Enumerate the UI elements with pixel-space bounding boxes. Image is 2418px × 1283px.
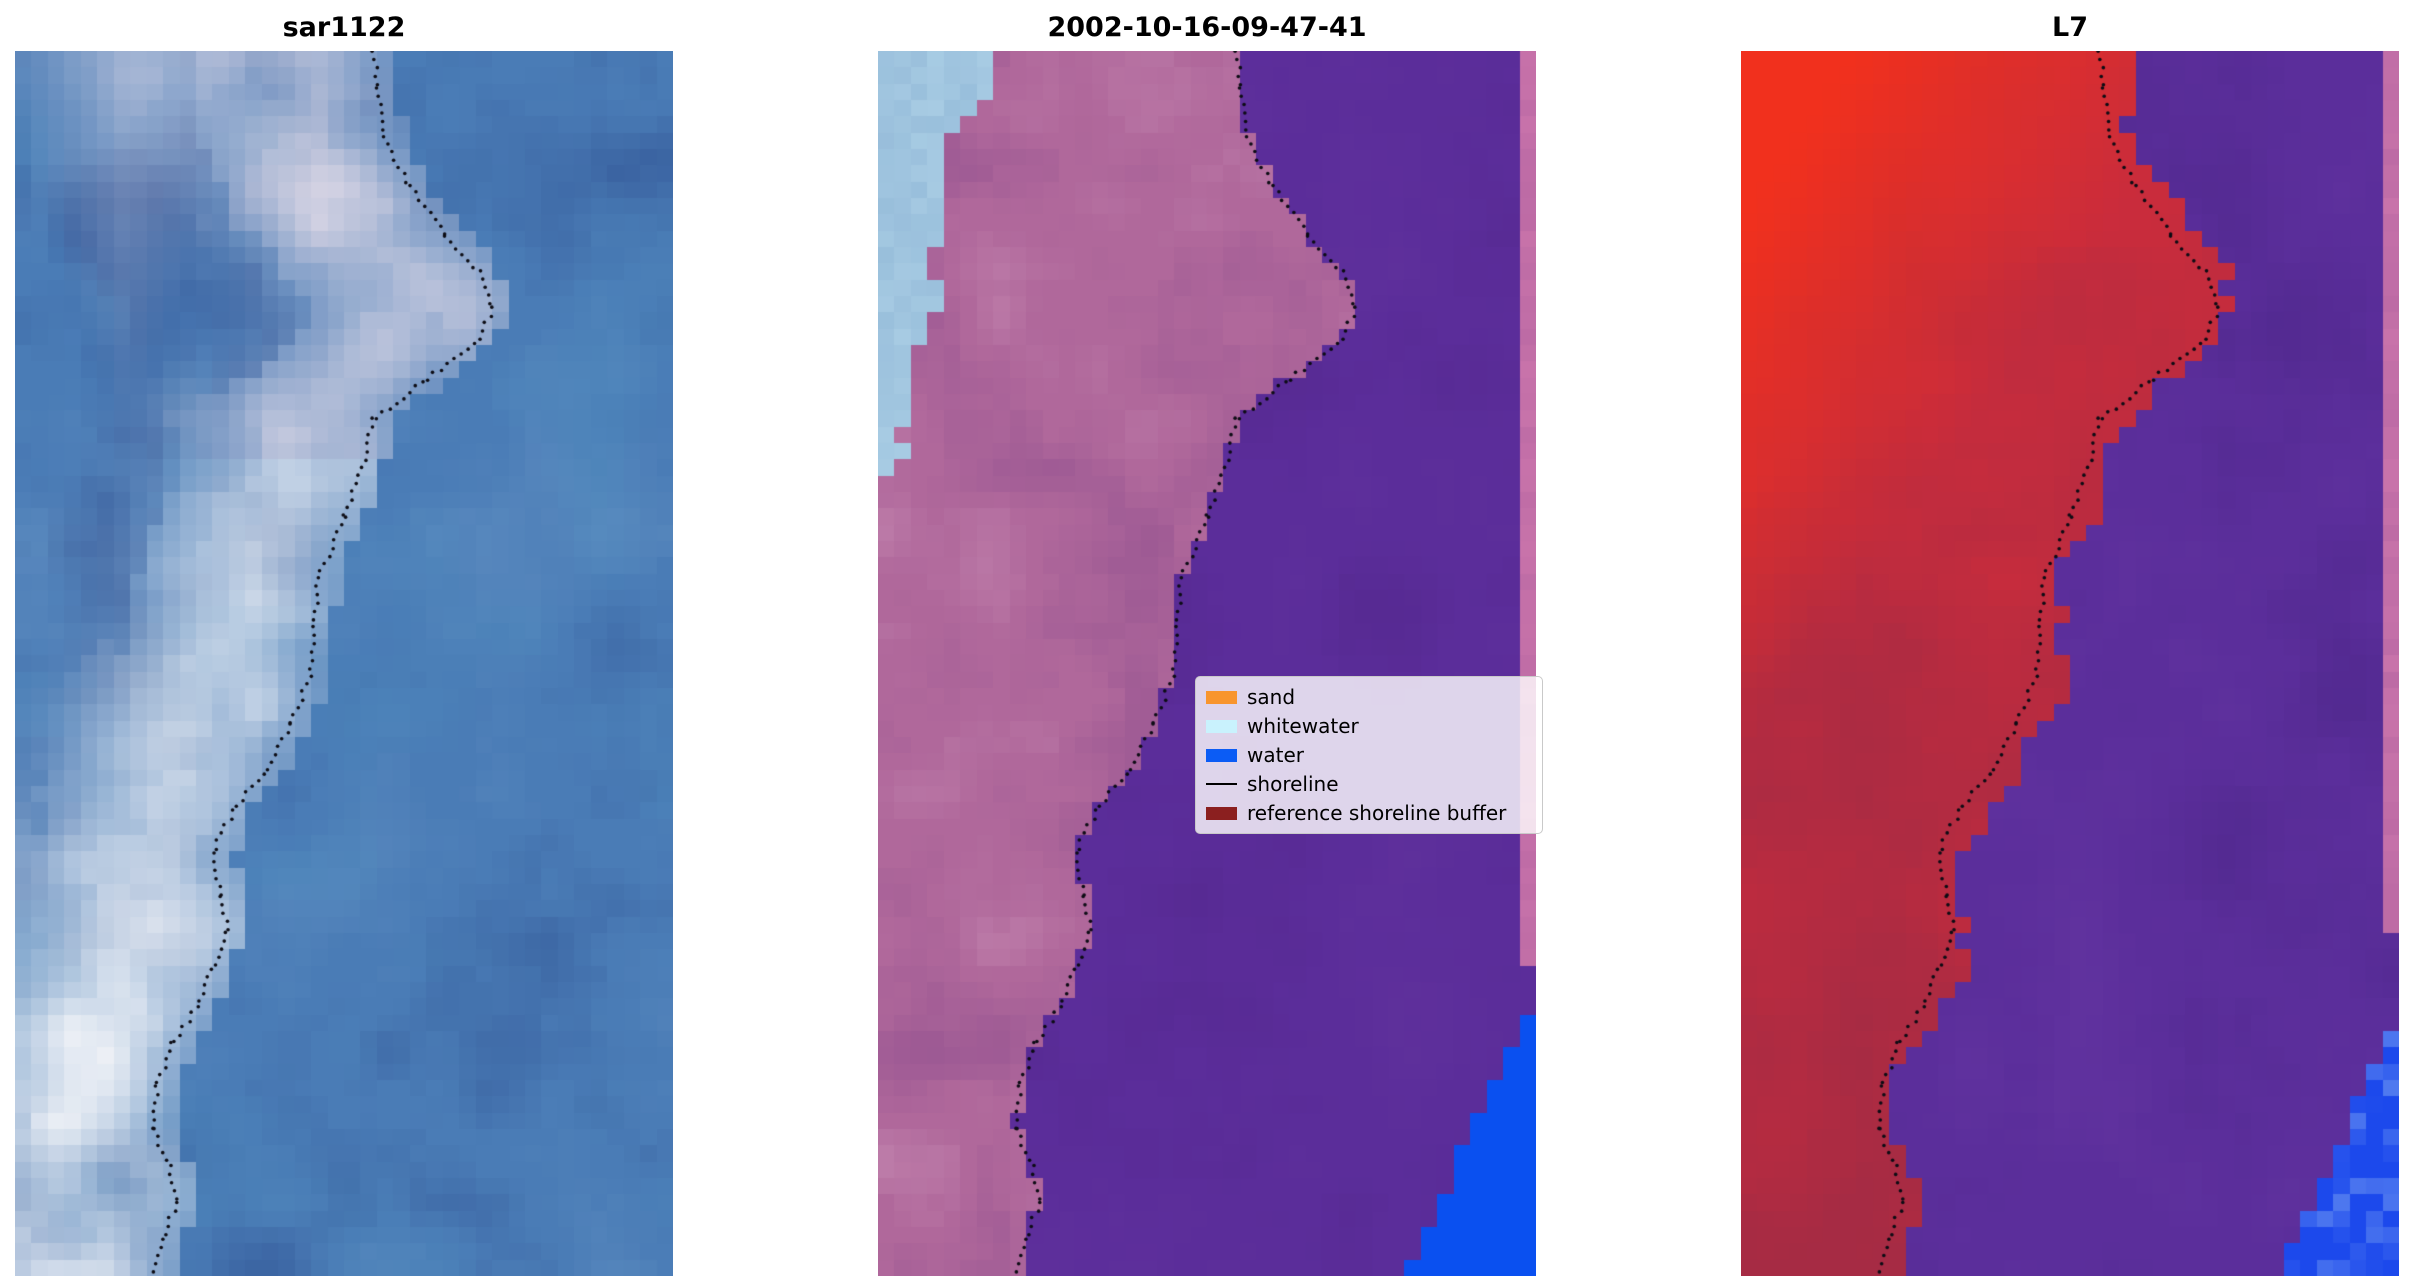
legend-item-whitewater: whitewater [1206,714,1532,738]
whitewater-swatch-icon [1206,719,1237,733]
l7-image [1741,51,2399,1276]
sar1122-image [15,51,673,1276]
legend-item-reference-shoreline-buffer: reference shoreline buffer [1206,801,1532,825]
classified-plot: sand whitewater water shoreline reference sh… [878,51,1543,1276]
panel-sar1122: sar1122 [15,12,673,1276]
legend-item-sand: sand [1206,685,1532,709]
sar1122-plot [15,51,673,1276]
water-swatch-icon [1206,748,1237,762]
legend-label: whitewater [1247,714,1359,738]
l7-plot [1741,51,2399,1276]
legend-label: water [1247,743,1304,767]
panel-l7: L7 [1741,12,2399,1276]
legend-label: reference shoreline buffer [1247,801,1507,825]
sand-swatch-icon [1206,690,1237,704]
panel-classified: 2002-10-16-09-47-41 sand whitewater water s… [878,12,1543,1276]
classified-image [878,51,1536,1276]
panel-title-classified: 2002-10-16-09-47-41 [1047,12,1367,43]
legend: sand whitewater water shoreline reference sh… [1195,676,1543,834]
reference-shoreline-buffer-swatch-icon [1206,806,1237,820]
legend-label: sand [1247,685,1296,709]
panel-title-sar1122: sar1122 [282,12,406,43]
legend-item-shoreline: shoreline [1206,772,1532,796]
legend-item-water: water [1206,743,1532,767]
legend-label: shoreline [1247,772,1339,796]
panel-title-l7: L7 [2052,12,2088,43]
shoreline-swatch-icon [1206,783,1237,785]
